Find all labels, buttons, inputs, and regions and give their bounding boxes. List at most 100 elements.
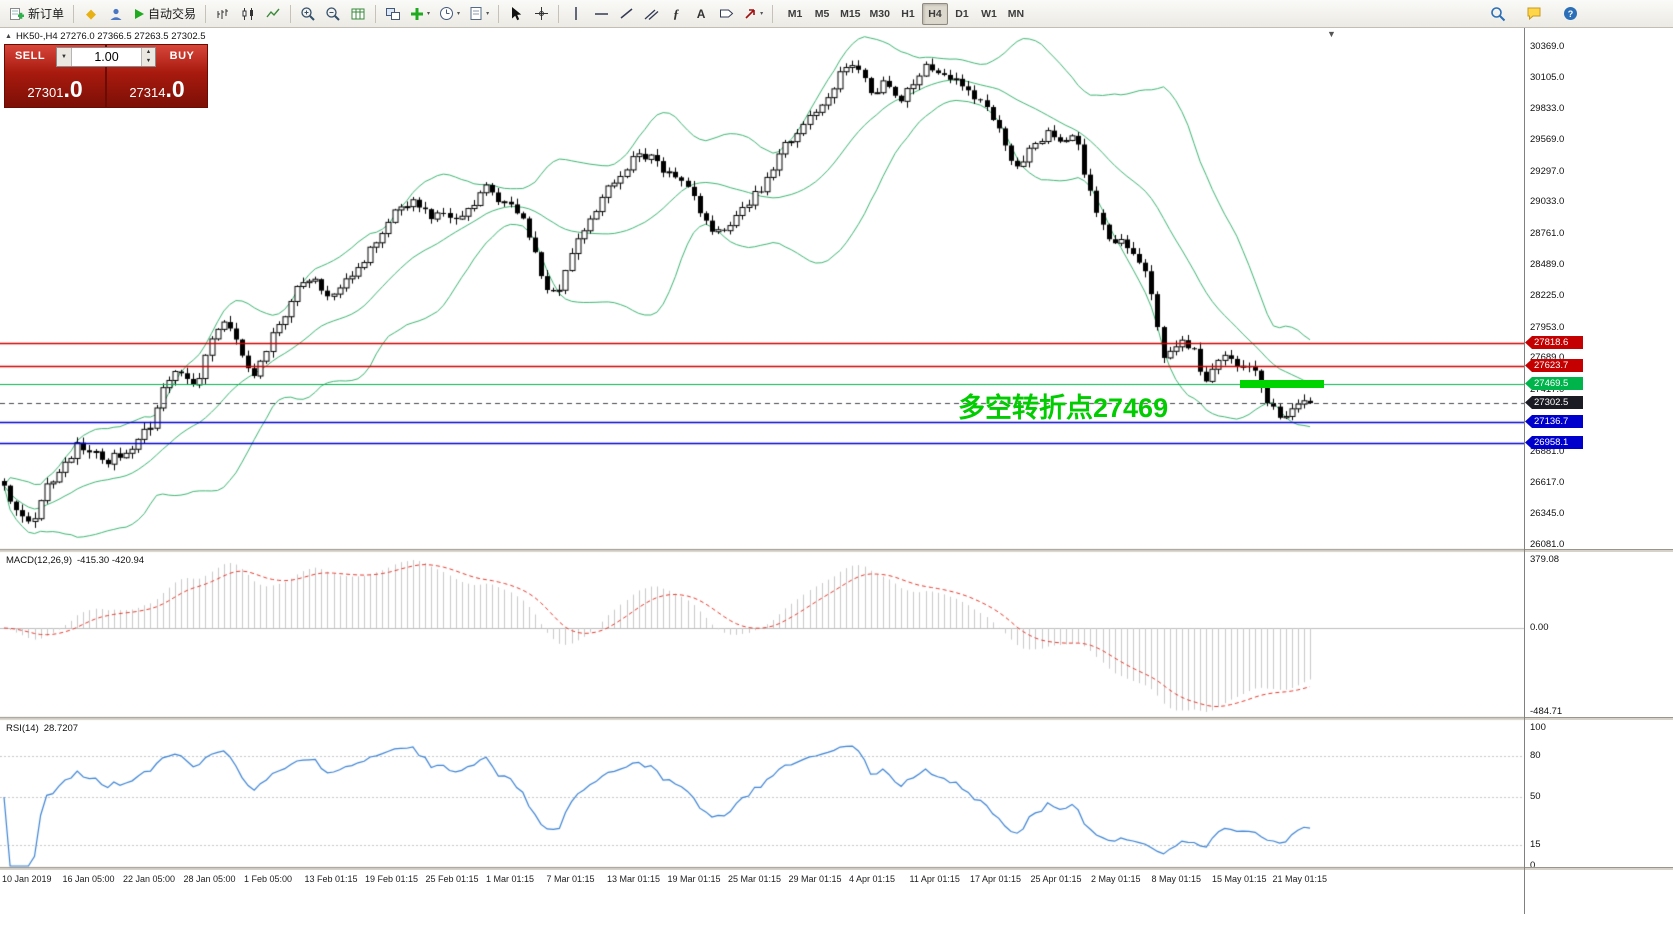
price-scale-label: 28761.0 xyxy=(1530,227,1565,239)
search-icon xyxy=(1491,6,1506,21)
profile-button[interactable] xyxy=(104,3,128,25)
macd-scale-label: -484.71 xyxy=(1530,706,1563,717)
zoom-in-button[interactable] xyxy=(296,3,320,25)
volume-control: ▼ 1.00 ▲ ▼ xyxy=(56,47,156,67)
volume-spinner[interactable]: ▲ ▼ xyxy=(141,48,155,66)
vertical-line-button[interactable] xyxy=(564,3,588,25)
price-scale-label: 28489.0 xyxy=(1530,259,1565,271)
add-indicator-icon xyxy=(411,7,424,20)
zoom-out-icon xyxy=(326,6,340,21)
chart-shift-marker[interactable]: ▼ xyxy=(1327,29,1336,39)
timeframe-h4-button[interactable]: H4 xyxy=(921,2,948,25)
help-icon: ? xyxy=(1563,7,1577,20)
fibonacci-button[interactable]: ƒ xyxy=(664,3,688,25)
price-scale-label: 29297.0 xyxy=(1530,165,1565,177)
tile-windows-button[interactable] xyxy=(381,3,405,25)
time-scale-label: 13 Mar 01:15 xyxy=(607,874,661,884)
time-scale-label: 22 Jan 05:00 xyxy=(123,874,176,884)
horizontal-line-icon xyxy=(594,12,608,15)
arrow-tool-icon xyxy=(745,8,755,19)
toolbar-separator xyxy=(290,4,292,23)
time-scale-label: 2 May 01:15 xyxy=(1091,874,1141,884)
timeframe-w1-button[interactable]: W1 xyxy=(981,7,997,20)
price-scale-label: 26617.0 xyxy=(1530,476,1565,488)
indicators-button[interactable]: ▾ xyxy=(406,3,434,25)
time-scale[interactable]: 10 Jan 2019 16 Jan 05:00 22 Jan 05:00 28 Ja… xyxy=(0,870,1524,890)
price-level-badge: 27818.6 xyxy=(1525,336,1583,349)
price-level-badge: 27136.7 xyxy=(1525,415,1583,428)
channel-icon xyxy=(644,9,659,20)
text-button[interactable]: A xyxy=(689,3,713,25)
autotrading-button[interactable]: 自动交易 xyxy=(129,3,200,25)
candlestick-button[interactable] xyxy=(236,3,260,25)
horizontal-line-button[interactable] xyxy=(589,3,613,25)
macd-scale-label: 0.00 xyxy=(1530,622,1549,633)
label-button[interactable] xyxy=(714,3,738,25)
time-scale-label: 29 Mar 01:15 xyxy=(788,874,842,884)
candlestick-icon xyxy=(242,7,254,20)
price-scale[interactable]: 30369.0 30105.0 29833.0 29569.0 29297.0 29033… xyxy=(1524,28,1673,914)
periods-button[interactable]: ▾ xyxy=(435,3,464,25)
dropdown-caret-icon: ▾ xyxy=(486,11,490,17)
panel-separator-handle[interactable] xyxy=(1525,867,1673,870)
search-button[interactable] xyxy=(1486,3,1510,25)
one-click-trading-panel: SELL 27301.0 BUY 27314.0 ▼ 1.00 ▲ ▼ xyxy=(4,44,208,108)
timeframe-m1-button[interactable]: M1 xyxy=(787,7,803,20)
volume-input[interactable]: 1.00 xyxy=(94,50,119,64)
dropdown-caret-icon: ▾ xyxy=(457,11,461,17)
sell-price: 27301.0 xyxy=(5,76,105,103)
autotrading-label: 自动交易 xyxy=(148,7,197,21)
templates-button[interactable]: ▾ xyxy=(465,3,493,25)
toolbar-right-icons: ? xyxy=(1486,3,1582,25)
timeframe-m5-button[interactable]: M5 xyxy=(814,7,830,20)
price-scale-label: 26081.0 xyxy=(1530,539,1565,550)
help-button[interactable]: ? xyxy=(1558,3,1582,25)
buy-button[interactable]: BUY 27314.0 xyxy=(107,45,207,107)
buy-label: BUY xyxy=(169,50,195,62)
trendline-button[interactable] xyxy=(614,3,638,25)
time-scale-label: 10 Jan 2019 xyxy=(2,874,52,884)
zoom-in-icon xyxy=(301,6,315,21)
arrows-button[interactable]: ▾ xyxy=(739,3,767,25)
metaeditor-icon: ◆ xyxy=(86,5,97,21)
cursor-button[interactable] xyxy=(504,3,528,25)
buy-price-base: 27314 xyxy=(129,85,166,100)
price-chart-canvas[interactable] xyxy=(0,28,1524,870)
crosshair-button[interactable] xyxy=(529,3,553,25)
price-level-badge: 27623.7 xyxy=(1525,359,1583,372)
tile-windows-icon xyxy=(386,7,401,20)
price-scale-label: 30369.0 xyxy=(1530,41,1565,52)
panel-separator-handle[interactable] xyxy=(1525,549,1673,552)
volume-up-icon[interactable]: ▲ xyxy=(145,49,152,55)
timeframe-m30-button[interactable]: M30 xyxy=(869,7,890,20)
time-scale-label: 7 Mar 01:15 xyxy=(546,874,595,884)
chart-header: ▲ HK50-,H4 27276.0 27366.5 27263.5 27302… xyxy=(5,31,206,42)
collapse-panel-icon[interactable]: ▲ xyxy=(5,33,12,40)
new-order-label: 新订单 xyxy=(28,7,65,21)
time-scale-label: 25 Feb 01:15 xyxy=(425,874,479,884)
template-icon xyxy=(470,7,482,20)
dropdown-caret-icon: ▾ xyxy=(427,11,431,17)
macd-scale-label: 379.08 xyxy=(1530,554,1560,565)
macd-name: MACD(12,26,9) xyxy=(6,555,72,566)
timeframe-mn-button[interactable]: MN xyxy=(1007,7,1025,20)
metaeditor-button[interactable]: ◆ xyxy=(79,3,103,25)
support-highlight-line[interactable] xyxy=(1240,380,1324,388)
timeframe-m15-button[interactable]: M15 xyxy=(840,7,861,20)
grid-button[interactable] xyxy=(346,3,370,25)
panel-separator-handle[interactable] xyxy=(1525,717,1673,720)
line-chart-button[interactable] xyxy=(261,3,285,25)
timeframe-h1-button[interactable]: H1 xyxy=(901,7,915,20)
price-level-badge: 27302.5 xyxy=(1525,396,1583,409)
channel-button[interactable] xyxy=(639,3,663,25)
line-chart-icon xyxy=(266,8,280,17)
volume-dropdown-button[interactable]: ▼ xyxy=(57,48,72,66)
bar-chart-button[interactable] xyxy=(211,3,235,25)
cursor-icon xyxy=(512,6,522,20)
volume-down-icon[interactable]: ▼ xyxy=(145,58,152,64)
new-order-button[interactable]: 新订单 xyxy=(5,3,68,25)
sell-price-pips: .0 xyxy=(63,76,83,102)
timeframe-d1-button[interactable]: D1 xyxy=(955,7,969,20)
chat-button[interactable] xyxy=(1522,3,1546,25)
zoom-out-button[interactable] xyxy=(321,3,345,25)
